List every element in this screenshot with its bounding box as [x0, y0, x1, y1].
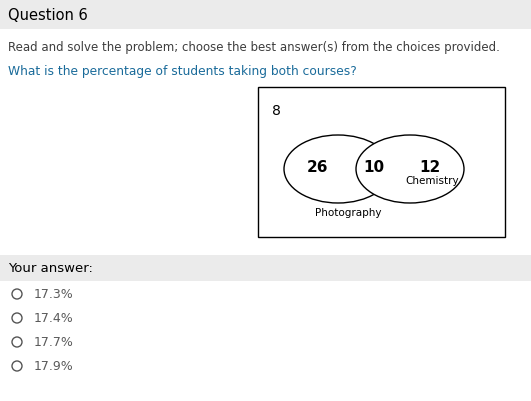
Text: 26: 26 [307, 160, 329, 175]
Text: 17.4%: 17.4% [34, 312, 74, 325]
Bar [0, 0, 531, 30]
Text: Question 6: Question 6 [8, 8, 88, 22]
Circle shape [12, 337, 22, 347]
Text: Photography: Photography [315, 207, 381, 217]
Ellipse shape [284, 136, 392, 203]
Ellipse shape [356, 136, 464, 203]
Bar [258, 88, 505, 237]
Circle shape [12, 289, 22, 299]
Text: 17.9%: 17.9% [34, 360, 74, 373]
Text: Your answer:: Your answer: [8, 262, 93, 275]
Circle shape [12, 313, 22, 323]
Text: 8: 8 [272, 104, 281, 118]
Text: Read and solve the problem; choose the best answer(s) from the choices provided.: Read and solve the problem; choose the b… [8, 41, 500, 53]
Text: 10: 10 [363, 160, 384, 175]
Text: 12: 12 [419, 160, 441, 175]
Text: What is the percentage of students taking both courses?: What is the percentage of students takin… [8, 65, 357, 78]
Text: Chemistry: Chemistry [405, 176, 459, 186]
Text: 17.3%: 17.3% [34, 288, 74, 301]
Bar [0, 255, 531, 281]
Text: 17.7%: 17.7% [34, 336, 74, 348]
Circle shape [12, 361, 22, 371]
